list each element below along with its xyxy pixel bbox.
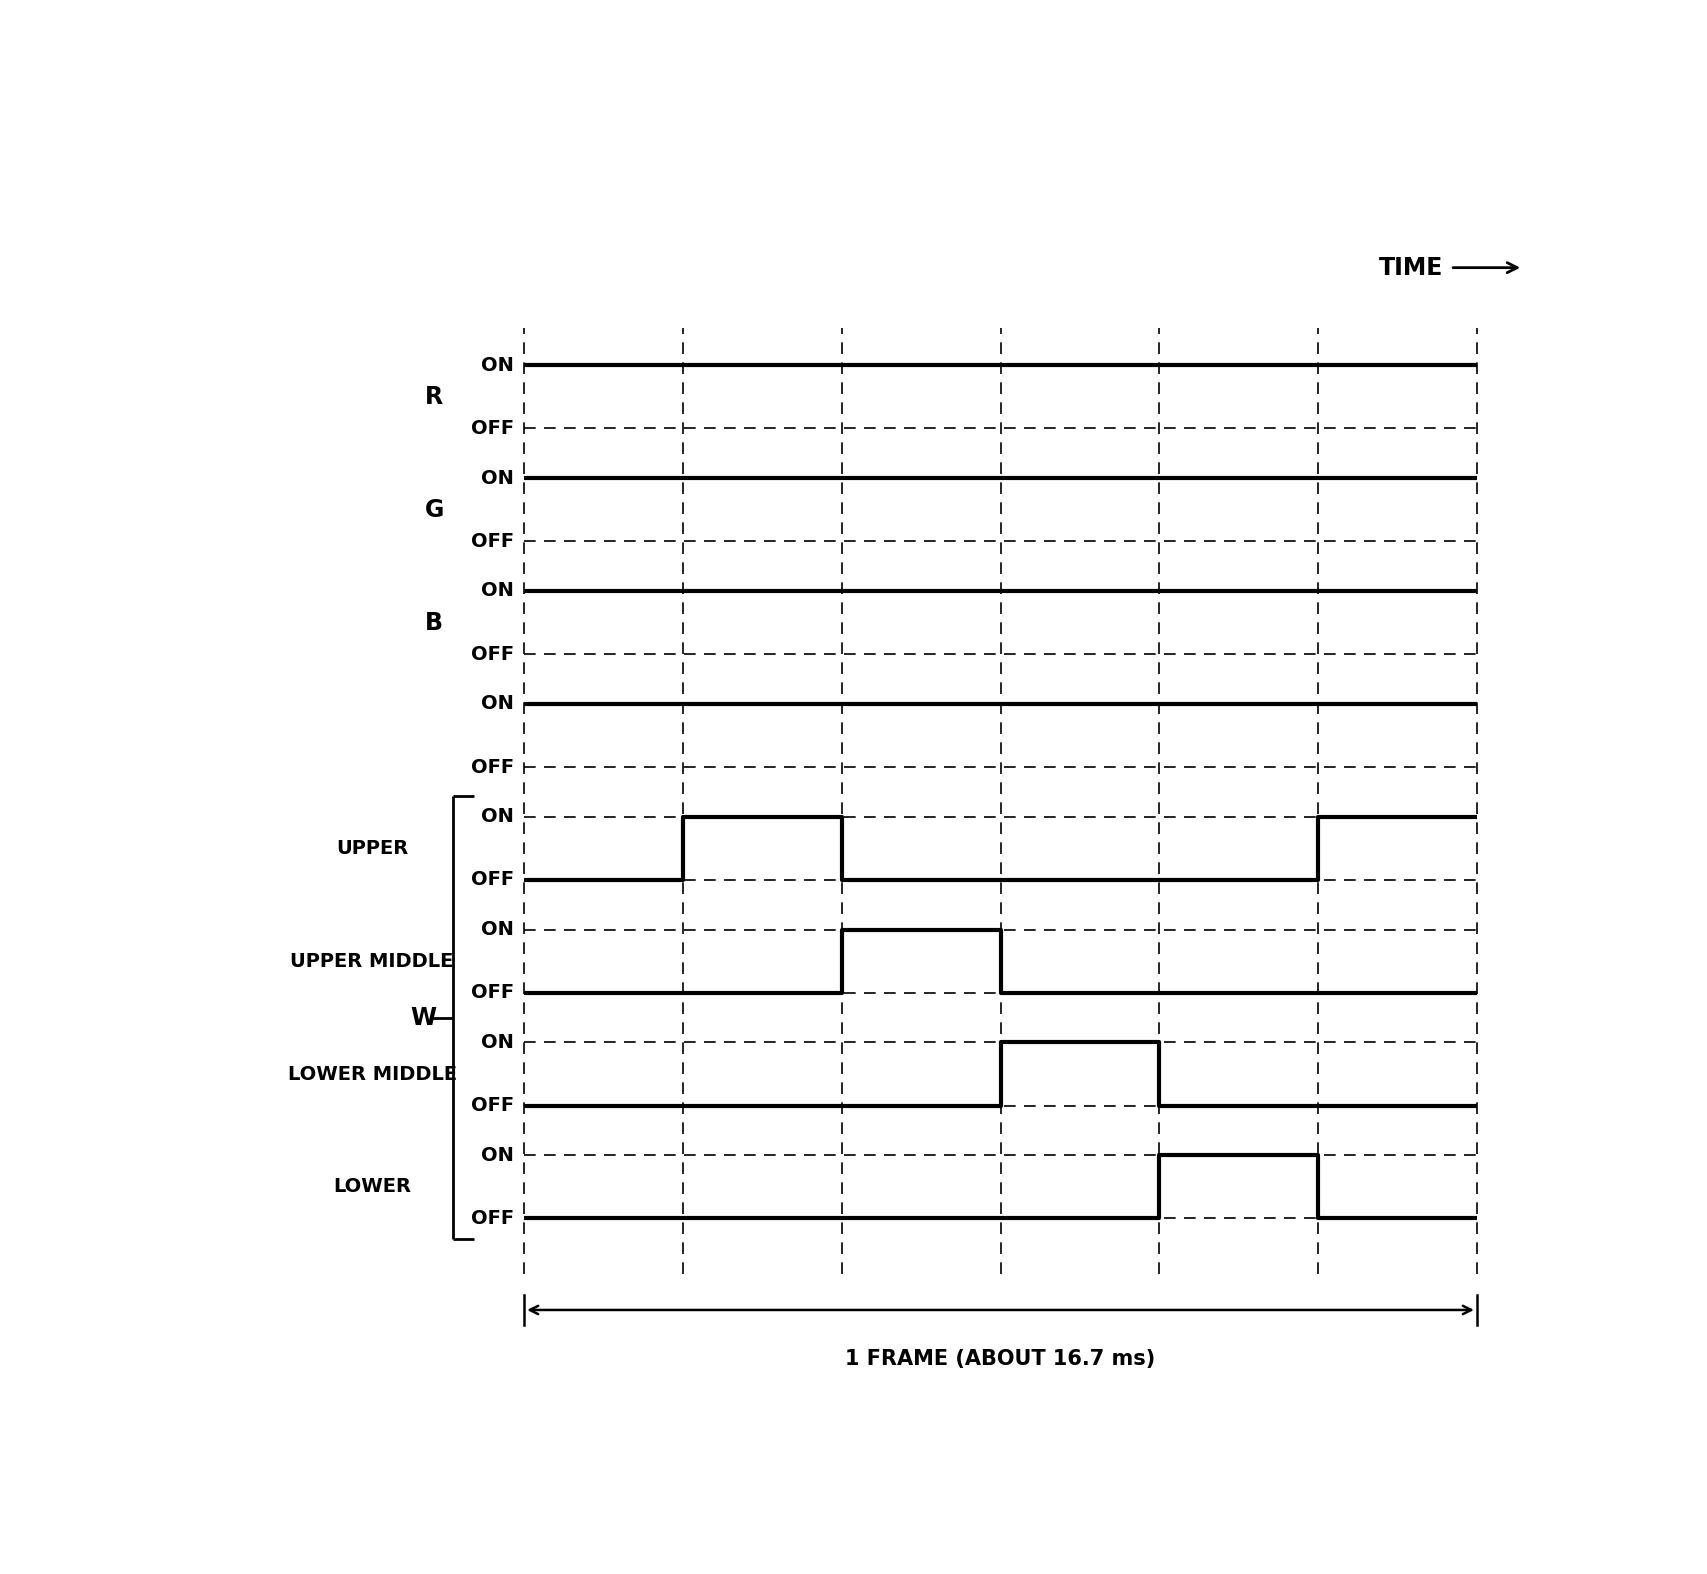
Text: OFF: OFF xyxy=(471,419,514,438)
Text: ON: ON xyxy=(481,921,514,940)
Text: ON: ON xyxy=(481,581,514,600)
Text: LOWER: LOWER xyxy=(333,1177,411,1196)
Text: 1 FRAME (ABOUT 16.7 ms): 1 FRAME (ABOUT 16.7 ms) xyxy=(845,1349,1156,1369)
Text: G: G xyxy=(425,497,444,521)
Text: ON: ON xyxy=(481,469,514,488)
Text: OFF: OFF xyxy=(471,1209,514,1228)
Text: UPPER MIDDLE: UPPER MIDDLE xyxy=(290,952,454,971)
Text: OFF: OFF xyxy=(471,870,514,889)
Text: ON: ON xyxy=(481,807,514,826)
Text: OFF: OFF xyxy=(471,984,514,1003)
Text: OFF: OFF xyxy=(471,1096,514,1114)
Text: R: R xyxy=(425,384,444,409)
Text: OFF: OFF xyxy=(471,645,514,664)
Text: OFF: OFF xyxy=(471,757,514,776)
Text: ON: ON xyxy=(481,356,514,375)
Text: TIME: TIME xyxy=(1379,255,1444,280)
Text: B: B xyxy=(425,611,444,634)
Text: ON: ON xyxy=(481,694,514,713)
Text: W: W xyxy=(411,1006,437,1029)
Text: ON: ON xyxy=(481,1033,514,1051)
Text: LOWER MIDDLE: LOWER MIDDLE xyxy=(287,1064,457,1083)
Text: OFF: OFF xyxy=(471,532,514,551)
Text: UPPER: UPPER xyxy=(336,839,408,858)
Text: ON: ON xyxy=(481,1146,514,1165)
